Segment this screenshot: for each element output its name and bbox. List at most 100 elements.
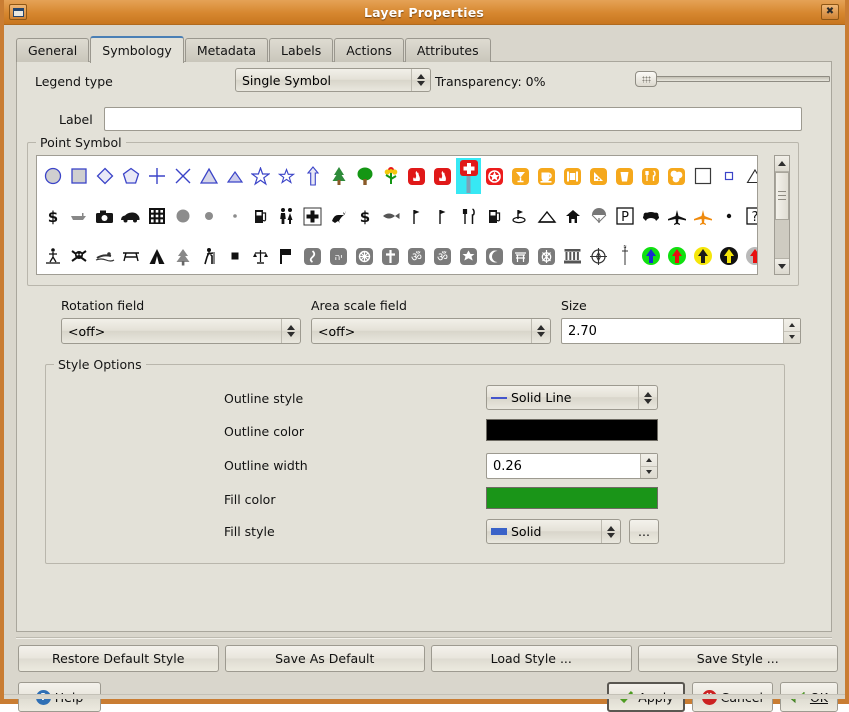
arrow-up-green-icon[interactable] [638,238,663,274]
hiker-icon[interactable] [196,238,221,274]
triangle-small-icon[interactable] [222,158,247,194]
question-box-icon[interactable]: ? [742,198,757,234]
fill-style-combo[interactable]: Solid [486,519,621,544]
arrow-up-yellow-icon[interactable] [690,238,715,274]
house-outline-icon[interactable] [534,198,559,234]
pine-tree-icon[interactable] [326,158,351,194]
fish-icon[interactable] [378,198,403,234]
arrow-up-red-gray-icon[interactable] [742,238,757,274]
save-as-default-button[interactable]: Save As Default [224,645,425,672]
area-scale-field-combo[interactable]: <off> [311,318,551,344]
rotation-field-combo[interactable]: <off> [61,318,301,344]
flag-icon[interactable] [274,238,299,274]
religion-jewish-2-icon[interactable]: יה [326,238,351,274]
airplane-icon[interactable] [664,198,689,234]
symbol-list-scrollbar[interactable] [774,155,790,275]
outline-width-stepper[interactable] [640,454,657,478]
deer-icon[interactable] [326,198,351,234]
legend-type-combo[interactable]: Single Symbol [235,68,431,92]
religion-shinto-icon[interactable] [508,238,533,274]
north-arrow-icon[interactable]: N [612,238,637,274]
water-ski-icon[interactable] [40,238,65,274]
dot-tiny-icon[interactable] [222,198,247,234]
size-step-up[interactable] [784,319,800,332]
scrollbar-track[interactable] [775,172,789,258]
restaurant-icon[interactable] [638,158,663,194]
fuel-pump-icon[interactable] [248,198,273,234]
outline-width-spinbox[interactable]: 0.26 [486,453,658,479]
tree-icon[interactable] [170,238,195,274]
tab-metadata[interactable]: Metadata [184,38,269,62]
circle-small-gray-icon[interactable] [196,198,221,234]
telephone-icon[interactable] [638,198,663,234]
building-icon[interactable] [144,198,169,234]
square-large-icon[interactable] [690,158,715,194]
cutlery-icon[interactable] [456,198,481,234]
hospital-cross-icon[interactable] [300,198,325,234]
square-tiny-icon[interactable] [716,158,741,194]
religion-christian-icon[interactable] [378,238,403,274]
ice-cream-icon[interactable] [664,158,689,194]
plus-cross-icon[interactable] [144,158,169,194]
close-icon[interactable]: ✖ [821,4,839,20]
golf-flag-2-icon[interactable] [430,198,455,234]
religion-sikh-icon[interactable] [534,238,559,274]
triangle-outline-icon[interactable] [196,158,221,194]
scales-icon[interactable] [248,238,273,274]
tab-attributes[interactable]: Attributes [404,38,491,62]
size-spinbox[interactable]: 2.70 [561,318,801,344]
religion-hindu-2-icon[interactable]: ॐ [430,238,455,274]
window-menu-icon[interactable] [9,4,27,20]
outline-width-step-down[interactable] [641,467,657,479]
golf-hole-icon[interactable] [508,198,533,234]
scroll-up-icon[interactable] [775,156,789,172]
outline-width-step-up[interactable] [641,454,657,467]
arrow-up-black-icon[interactable] [716,238,741,274]
monument-icon[interactable] [560,238,585,274]
tab-labels[interactable]: Labels [269,38,334,62]
fire-badge-2-icon[interactable] [430,158,455,194]
outline-style-combo[interactable]: Solid Line [486,385,658,410]
swimmer-icon[interactable] [92,238,117,274]
skull-crossbones-icon[interactable] [66,238,91,274]
transparency-slider[interactable] [635,70,830,88]
religion-buddhist-icon[interactable] [300,238,325,274]
flower-icon[interactable] [378,158,403,194]
star-5-icon[interactable] [248,158,273,194]
religion-islam-icon[interactable] [482,238,507,274]
religion-wheel-icon[interactable] [352,238,377,274]
dollar-icon[interactable]: $ [40,198,65,234]
cinema-icon[interactable] [560,158,585,194]
circle-outline-icon[interactable] [40,158,65,194]
scrollbar-thumb[interactable] [775,172,789,220]
camera-icon[interactable] [92,198,117,234]
pizza-icon[interactable] [586,158,611,194]
slider-handle[interactable] [635,71,657,87]
tab-symbology[interactable]: Symbology [90,36,184,63]
tab-actions[interactable]: Actions [334,38,404,62]
dollar-2-icon[interactable]: $ [352,198,377,234]
compass-icon[interactable] [586,238,611,274]
point-symbol-list[interactable]: $ $ [36,155,758,275]
scroll-down-icon[interactable] [775,258,789,274]
label-input[interactable] [104,107,802,131]
beer-glass-icon[interactable] [612,158,637,194]
religion-star-icon[interactable] [456,238,481,274]
fire-badge-icon[interactable] [404,158,429,194]
parking-icon[interactable]: P [612,198,637,234]
pentagon-outline-icon[interactable] [118,158,143,194]
triangle-thin-icon[interactable] [742,158,757,194]
restore-default-style-button[interactable]: Restore Default Style [18,645,219,672]
size-step-down[interactable] [784,332,800,344]
x-cross-icon[interactable] [170,158,195,194]
load-style-button[interactable]: Load Style ... [431,645,632,672]
first-aid-cross-icon[interactable] [456,158,481,194]
broadleaf-tree-icon[interactable] [352,158,377,194]
lighthouse-icon[interactable] [560,198,585,234]
cocktail-icon[interactable] [508,158,533,194]
tent-icon[interactable] [144,238,169,274]
size-stepper[interactable] [783,319,800,343]
diamond-outline-icon[interactable] [92,158,117,194]
coffee-cup-icon[interactable] [534,158,559,194]
parachute-icon[interactable] [586,198,611,234]
